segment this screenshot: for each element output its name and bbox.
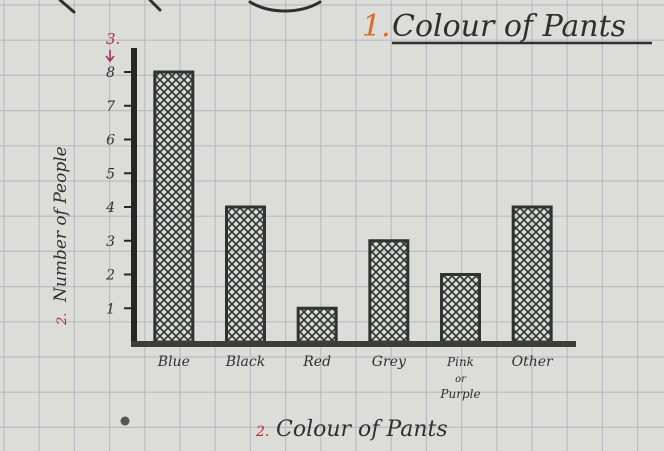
x-tick-label: Pink xyxy=(446,355,474,369)
ylabel-group: 2. Number of People xyxy=(51,146,71,326)
y-tick-label: 4 xyxy=(105,200,115,216)
bar xyxy=(368,239,410,344)
y-tick-label: 5 xyxy=(106,166,115,182)
cut-off-scribble xyxy=(58,0,322,14)
xlabel-marker: 2. xyxy=(255,424,269,440)
chart-title: Colour of Pants xyxy=(392,9,626,44)
bar xyxy=(225,205,266,344)
bar xyxy=(511,205,553,344)
chart-title-group: 1. Colour of Pants xyxy=(362,9,652,45)
y-tick-label: 7 xyxy=(106,99,115,115)
x-tick-label: Purple xyxy=(439,387,480,401)
pushpin xyxy=(120,416,130,426)
x-tick-label: Blue xyxy=(157,354,190,370)
ylabel: Number of People xyxy=(51,146,71,303)
bars xyxy=(153,70,553,344)
y-tick-label: 6 xyxy=(106,133,115,149)
bar xyxy=(153,70,195,344)
yaxis-marker-arrow xyxy=(105,50,115,63)
x-tick-label: Grey xyxy=(372,354,407,370)
y-tick-label: 1 xyxy=(106,301,115,317)
ylabel-marker: 2. xyxy=(55,313,70,326)
bar xyxy=(296,306,338,344)
xlabel: Colour of Pants xyxy=(276,417,448,442)
x-category-labels: Blue Black Red Grey Pink or Purple Other xyxy=(157,354,554,401)
yaxis-marker: 3. xyxy=(106,30,120,48)
y-tick-label: 2 xyxy=(105,268,115,284)
title-marker: 1. xyxy=(362,9,391,44)
x-tick-label: Other xyxy=(512,354,554,370)
y-tick-label: 3 xyxy=(106,234,115,250)
x-tick-label: Red xyxy=(302,354,331,370)
x-tick-label: or xyxy=(455,374,467,385)
bar xyxy=(440,273,481,344)
x-tick-label: Black xyxy=(225,354,265,370)
y-tick-label: 8 xyxy=(106,65,115,81)
